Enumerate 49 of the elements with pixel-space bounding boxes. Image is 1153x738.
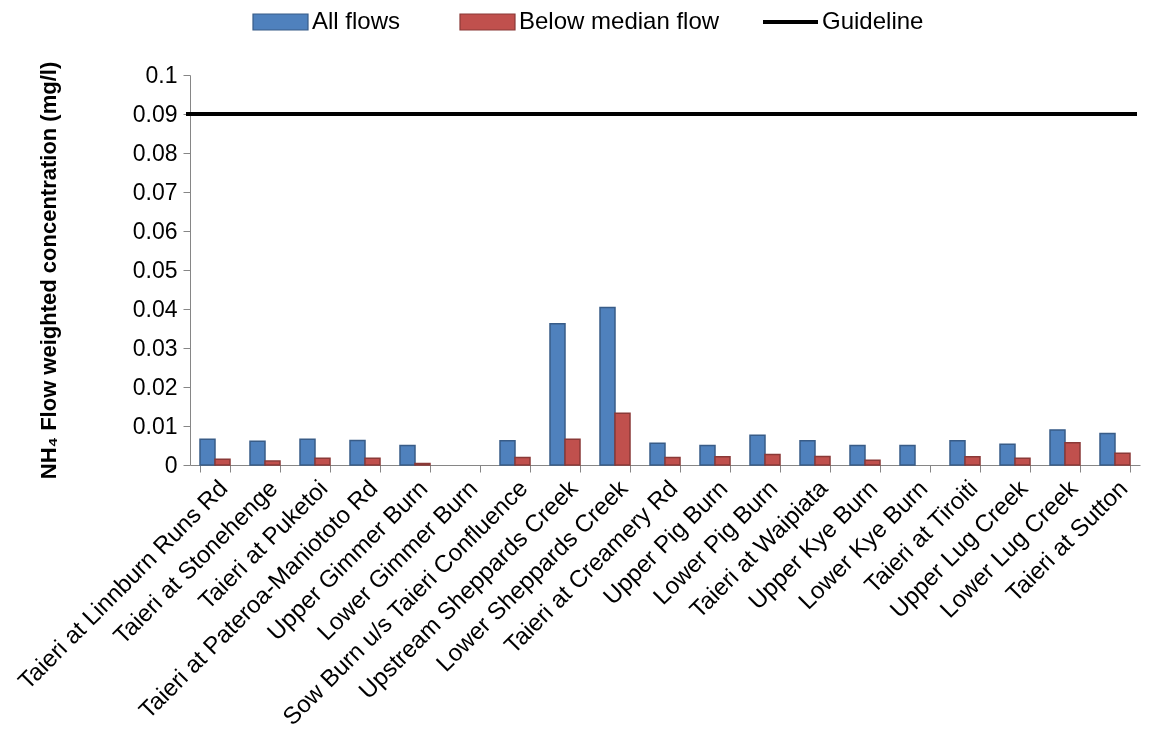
bar <box>564 438 581 466</box>
y-tick-label: 0.05 <box>132 256 178 283</box>
bar <box>714 456 731 466</box>
bar <box>799 440 816 466</box>
y-tick-label: 0.02 <box>132 373 178 400</box>
bar <box>649 442 666 466</box>
bar <box>864 459 881 466</box>
bar <box>349 439 366 466</box>
bar <box>664 456 681 466</box>
bar <box>364 457 381 466</box>
y-tick-label: 0.01 <box>132 412 178 439</box>
bar <box>299 438 316 466</box>
bar <box>499 440 516 466</box>
bar <box>314 457 331 466</box>
bar <box>399 444 416 466</box>
legend-label: Below median flow <box>519 7 720 34</box>
bar <box>514 456 531 466</box>
bar <box>264 460 281 466</box>
bar <box>599 306 616 466</box>
bar <box>1064 442 1081 466</box>
bar <box>1049 429 1066 466</box>
y-tick-label: 0.07 <box>132 178 178 205</box>
bar <box>549 323 566 466</box>
y-tick-label: 0.06 <box>132 217 178 244</box>
bar <box>949 440 966 466</box>
bar <box>214 458 231 466</box>
bar <box>814 455 831 466</box>
bar <box>899 444 916 466</box>
y-tick-label: 0.03 <box>132 334 178 361</box>
y-axis-title: NH₄ Flow weighted concentration (mg/l) <box>35 61 61 480</box>
y-tick-label: 0 <box>164 451 178 478</box>
bar <box>999 443 1016 466</box>
bar <box>964 456 981 466</box>
bar <box>614 412 631 466</box>
bar <box>1014 457 1031 466</box>
legend-label: All flows <box>312 7 401 34</box>
bar <box>199 438 216 466</box>
bar <box>249 440 266 466</box>
bar <box>1114 452 1131 466</box>
y-tick-label: 0.04 <box>132 295 178 322</box>
legend-label: Guideline <box>822 7 924 34</box>
bar <box>749 434 766 466</box>
bar <box>849 444 866 466</box>
y-tick-label: 0.08 <box>132 139 178 166</box>
bar <box>699 444 716 466</box>
y-tick-label: 0.09 <box>132 100 178 127</box>
bar <box>1099 432 1116 466</box>
y-tick-label: 0.1 <box>145 61 178 88</box>
bar <box>764 453 781 466</box>
